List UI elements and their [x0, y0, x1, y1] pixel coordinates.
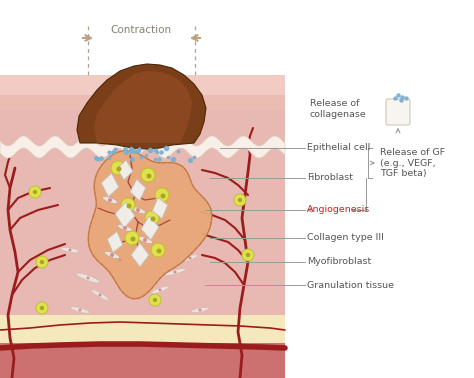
- Text: Release of
collagenase: Release of collagenase: [310, 99, 367, 119]
- Ellipse shape: [118, 225, 133, 232]
- Ellipse shape: [152, 287, 168, 294]
- Polygon shape: [152, 197, 168, 218]
- Circle shape: [146, 174, 152, 178]
- Bar: [0, 75, 285, 95]
- Circle shape: [161, 194, 165, 198]
- Circle shape: [36, 302, 48, 314]
- Polygon shape: [117, 160, 133, 180]
- Bar: [0, 110, 285, 315]
- Ellipse shape: [104, 251, 119, 259]
- Ellipse shape: [76, 273, 100, 283]
- Ellipse shape: [130, 206, 146, 214]
- Polygon shape: [141, 216, 159, 240]
- Circle shape: [149, 294, 161, 306]
- Ellipse shape: [191, 307, 209, 313]
- Polygon shape: [88, 151, 212, 299]
- Circle shape: [111, 161, 125, 175]
- Text: Contraction: Contraction: [110, 25, 172, 35]
- Circle shape: [127, 203, 131, 209]
- Bar: [0, 343, 285, 378]
- Circle shape: [145, 211, 159, 225]
- Polygon shape: [130, 179, 146, 201]
- Polygon shape: [0, 136, 285, 158]
- Circle shape: [151, 217, 155, 222]
- Ellipse shape: [182, 255, 198, 261]
- Ellipse shape: [70, 307, 90, 313]
- Circle shape: [242, 249, 254, 261]
- Ellipse shape: [61, 248, 79, 253]
- Circle shape: [79, 308, 82, 311]
- Circle shape: [173, 271, 176, 274]
- Circle shape: [130, 237, 136, 242]
- Circle shape: [40, 306, 44, 310]
- Ellipse shape: [113, 256, 128, 264]
- Circle shape: [234, 194, 246, 206]
- Circle shape: [117, 166, 121, 172]
- Circle shape: [158, 288, 162, 291]
- Text: Angiogenesis: Angiogenesis: [307, 206, 370, 214]
- Circle shape: [110, 253, 114, 257]
- Circle shape: [155, 188, 169, 202]
- Ellipse shape: [137, 236, 153, 243]
- Polygon shape: [77, 64, 206, 149]
- Text: Release of GF
(e.g., VEGF,
TGF beta): Release of GF (e.g., VEGF, TGF beta): [380, 148, 445, 178]
- Ellipse shape: [102, 197, 118, 204]
- Circle shape: [238, 198, 242, 202]
- Polygon shape: [101, 173, 119, 197]
- Circle shape: [36, 256, 48, 268]
- Polygon shape: [107, 231, 123, 253]
- Circle shape: [69, 248, 72, 251]
- Text: Collagen type III: Collagen type III: [307, 234, 384, 243]
- Circle shape: [108, 198, 112, 202]
- Circle shape: [86, 276, 90, 279]
- Bar: [0, 95, 285, 110]
- Circle shape: [33, 190, 37, 194]
- Circle shape: [99, 293, 101, 296]
- Circle shape: [40, 260, 44, 264]
- Circle shape: [246, 253, 250, 257]
- Circle shape: [118, 259, 121, 262]
- Circle shape: [189, 257, 191, 260]
- Text: Granulation tissue: Granulation tissue: [307, 280, 394, 290]
- Circle shape: [123, 226, 127, 230]
- Text: Epithelial cell: Epithelial cell: [307, 144, 370, 152]
- Circle shape: [29, 186, 41, 198]
- Circle shape: [143, 238, 147, 242]
- Circle shape: [199, 308, 201, 311]
- Circle shape: [153, 298, 157, 302]
- Ellipse shape: [164, 268, 186, 276]
- Circle shape: [156, 248, 162, 254]
- FancyBboxPatch shape: [386, 99, 410, 125]
- Circle shape: [121, 198, 135, 212]
- Polygon shape: [131, 243, 149, 267]
- Text: Fibroblast: Fibroblast: [307, 174, 353, 183]
- Bar: [0, 315, 285, 343]
- Circle shape: [136, 208, 140, 212]
- Ellipse shape: [91, 290, 109, 300]
- Circle shape: [141, 168, 155, 182]
- Circle shape: [125, 231, 139, 245]
- Polygon shape: [94, 71, 192, 143]
- Text: Myofibroblast: Myofibroblast: [307, 257, 371, 266]
- Circle shape: [151, 243, 165, 257]
- Polygon shape: [115, 202, 135, 228]
